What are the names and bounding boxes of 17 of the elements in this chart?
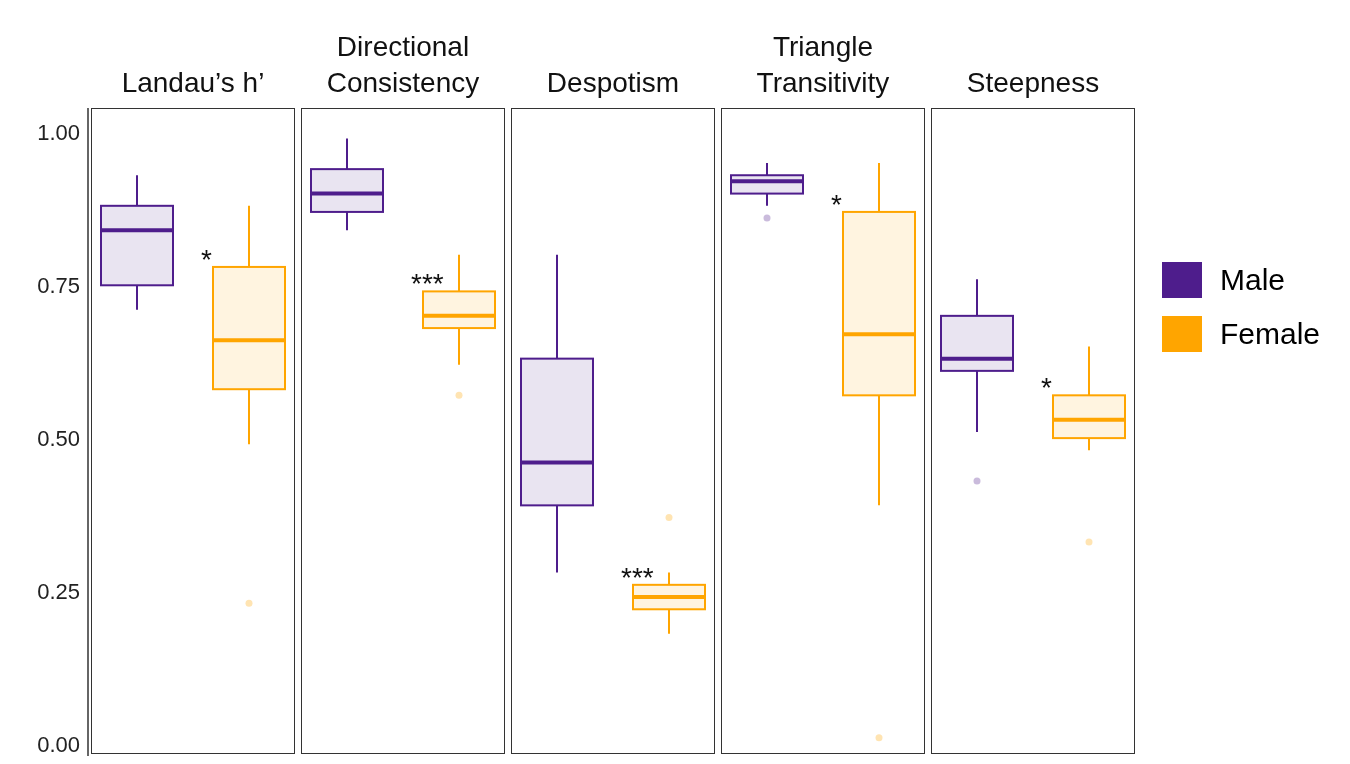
annotation: *** xyxy=(621,561,654,593)
annotation: * xyxy=(1041,372,1052,404)
y-tick-label: 1.00 xyxy=(37,120,80,146)
y-tick-label: 0.00 xyxy=(37,731,80,757)
annotation: *** xyxy=(411,268,444,300)
legend-label: Male xyxy=(1220,263,1286,297)
y-tick-label: 0.25 xyxy=(37,578,80,604)
annotation: * xyxy=(201,243,212,275)
x-tick-label: Directional Consistency xyxy=(326,31,480,98)
x-tick-label: Despotism xyxy=(546,67,680,98)
x-tick-label: Steepness xyxy=(966,67,1100,98)
x-tick-label: Triangle Transitivity xyxy=(756,31,890,98)
y-tick-label: 0.75 xyxy=(37,273,80,299)
y-tick-label: 0.50 xyxy=(37,425,80,451)
legend-label: Female xyxy=(1220,317,1321,351)
annotation: * xyxy=(831,188,842,220)
x-tick-label: Landau’s h’ xyxy=(121,67,265,98)
